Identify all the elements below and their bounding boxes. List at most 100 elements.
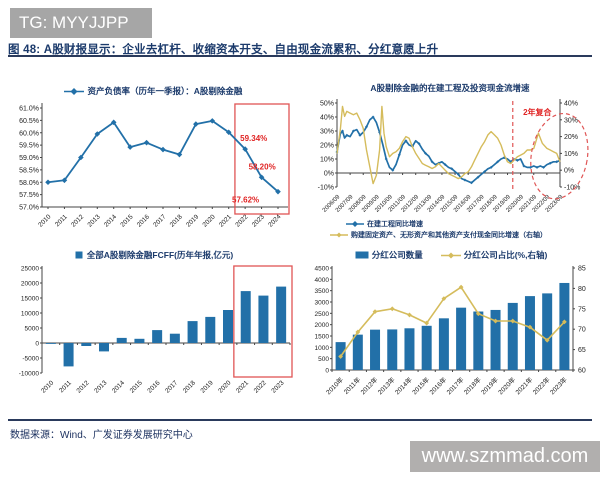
svg-text:61.0%: 61.0% (19, 106, 39, 113)
svg-text:2016: 2016 (146, 379, 161, 394)
svg-text:10%: 10% (564, 151, 578, 158)
bottom-watermark-badge: www.szmmad.com (410, 441, 600, 472)
svg-text:2023: 2023 (251, 213, 266, 228)
debt-ratio-chart: 61.0% 60.5% 60.0% 59.5% 59.0% 58.5% 58.0% 57.5%… (19, 103, 290, 229)
line-diamond-legend-icon (346, 221, 364, 227)
svg-text:20%: 20% (564, 134, 578, 141)
svg-text:40%: 40% (564, 101, 578, 108)
svg-text:2012年: 2012年 (358, 375, 380, 397)
dividends-legend-bar-label: 分红公司数量 (371, 250, 423, 260)
capex-legend-series2: 购建固定资产、无形资产和其他资产支付现金同比增速（右轴） (330, 230, 547, 240)
svg-text:2018: 2018 (182, 379, 197, 394)
svg-text:2014: 2014 (111, 379, 126, 394)
highlight-box (233, 265, 293, 378)
line-diamond-legend-icon (63, 87, 84, 95)
svg-text:59.34%: 59.34% (240, 134, 267, 143)
svg-text:30%: 30% (564, 117, 578, 124)
svg-text:2013: 2013 (87, 213, 102, 228)
title-divider (8, 55, 592, 57)
svg-text:1500: 1500 (315, 334, 330, 341)
svg-text:2011: 2011 (58, 379, 73, 394)
svg-text:70: 70 (578, 327, 586, 334)
x-axis: 2010 2011 2012 2013 2014 2015 2016 2017 2018 2019… (37, 206, 288, 229)
dividends-legend-bar-group: 分红公司数量 (355, 249, 423, 261)
svg-text:2015: 2015 (119, 213, 134, 228)
capex-legend-series1: 在建工程同比增速 (346, 219, 423, 229)
capex-legend-series1-label: 在建工程同比增速 (367, 221, 423, 228)
footer-divider (8, 419, 592, 421)
svg-text:3500: 3500 (315, 288, 330, 295)
series-line (45, 118, 281, 195)
fcff-legend-label: 全部A股剔除金融FCFF(历年年报,亿元) (86, 250, 234, 260)
dividends-legend: 分红公司数量 分红公司占比(%,右轴) (302, 248, 600, 262)
svg-text:20%: 20% (320, 143, 334, 150)
svg-text:2014: 2014 (103, 213, 118, 228)
svg-text:57.62%: 57.62% (232, 196, 259, 205)
svg-text:2012: 2012 (76, 379, 91, 394)
svg-text:2014年: 2014年 (393, 375, 415, 397)
svg-text:0: 0 (325, 368, 329, 375)
svg-text:2019年: 2019年 (479, 375, 501, 397)
svg-text:4500: 4500 (315, 266, 330, 273)
svg-text:0: 0 (35, 341, 39, 348)
y-axis-right: 85 80 75 70 65 60 (572, 266, 586, 375)
svg-text:2018: 2018 (169, 213, 184, 228)
capex-legend-series2-label: 购建固定资产、无形资产和其他资产支付现金同比增速（右轴） (351, 232, 547, 239)
svg-text:58.0%: 58.0% (19, 180, 39, 187)
svg-text:15000: 15000 (21, 296, 39, 303)
svg-text:2023年: 2023年 (548, 375, 570, 397)
capex-chart-title: A股剔除金融的在建工程及投资现金流增速 (370, 83, 530, 93)
y-axis-left: 50% 40% 30% 20% 10% 0% -10% (318, 99, 338, 192)
svg-text:57.0%: 57.0% (19, 205, 39, 212)
svg-text:2500: 2500 (315, 311, 330, 318)
chart-panel-capex-growth: A股剔除金融的在建工程及投资现金流增速 50% 40% 30% 20% 10% 0% -10… (300, 82, 600, 250)
svg-text:-10000: -10000 (19, 371, 40, 378)
svg-text:2年复合: 2年复合 (523, 107, 552, 117)
annotations: 59.34% 58.20% 57.62% (232, 134, 276, 205)
svg-text:2020: 2020 (202, 213, 217, 228)
svg-text:2017年: 2017年 (444, 375, 466, 397)
svg-text:0%: 0% (564, 168, 574, 175)
top-watermark-badge: TG: MYYJJPP (10, 8, 152, 38)
svg-text:58.5%: 58.5% (19, 167, 39, 174)
svg-text:2019: 2019 (200, 379, 215, 394)
series-line (338, 284, 567, 359)
svg-text:75: 75 (578, 306, 586, 313)
svg-text:-10%: -10% (564, 185, 580, 192)
x-axis: 2010年2011年2012年2013年2014年2015年2016年2017年… (324, 369, 574, 397)
svg-text:2020年: 2020年 (496, 375, 518, 397)
dividends-chart: 4500 4000 3500 3000 2500 2000 1500 1000 500 0 85 80… (315, 266, 586, 397)
svg-text:1000: 1000 (315, 345, 330, 352)
svg-text:85: 85 (578, 266, 586, 273)
y-axis-left: 4500 4000 3500 3000 2500 2000 1500 1000 500 0 (315, 266, 333, 375)
x-axis: 2010 2011 2012 2013 2014 2015 2016 2017 2018 2019… (40, 342, 291, 395)
data-source-note: 数据来源：Wind、广发证券发展研究中心 (10, 430, 193, 441)
series-lines (335, 105, 561, 185)
svg-text:30%: 30% (320, 129, 334, 136)
bars (45, 286, 287, 367)
svg-text:4000: 4000 (315, 277, 330, 284)
svg-text:57.5%: 57.5% (19, 192, 39, 199)
svg-text:25000: 25000 (21, 266, 39, 273)
bar-legend-icon (75, 251, 83, 259)
svg-text:2022: 2022 (234, 213, 249, 228)
svg-text:2020: 2020 (217, 379, 232, 394)
dividends-legend-line-group: 分红公司占比(%,右轴) (440, 249, 547, 261)
svg-text:60.0%: 60.0% (19, 130, 39, 137)
svg-text:2016年: 2016年 (427, 375, 449, 397)
svg-text:5000: 5000 (25, 326, 40, 333)
svg-text:2021: 2021 (218, 213, 233, 228)
svg-text:2010: 2010 (40, 379, 55, 394)
bottom-watermark-text: www.szmmad.com (421, 445, 589, 467)
x-axis: 2006/092007/092008/092009/092010/092011/… (322, 172, 565, 214)
svg-text:2010: 2010 (37, 213, 52, 228)
bars (335, 282, 570, 370)
svg-text:80: 80 (578, 286, 586, 293)
svg-text:2015年: 2015年 (410, 375, 432, 397)
debt-ratio-legend: 资产负债率（历年一季报）：A股剔除金融 (8, 84, 298, 98)
fcff-chart: 25000 20000 15000 10000 5000 0 -5000 -100002010… (19, 265, 293, 395)
y-axis: 61.0% 60.5% 60.0% 59.5% 59.0% 58.5% 58.0% 57.5%… (19, 103, 43, 212)
svg-text:2010年: 2010年 (324, 375, 346, 397)
svg-text:10%: 10% (320, 157, 334, 164)
svg-text:20000: 20000 (21, 281, 39, 288)
